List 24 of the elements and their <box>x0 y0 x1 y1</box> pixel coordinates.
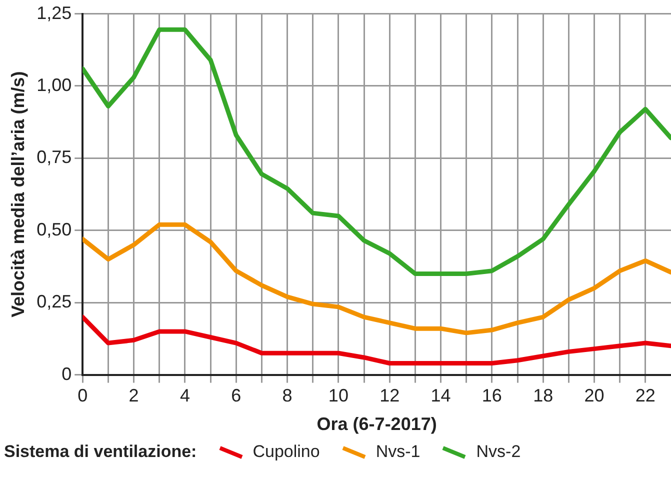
x-tick-label: 4 <box>180 386 190 406</box>
legend-label: Cupolino <box>252 442 320 462</box>
x-tick-label: 12 <box>380 386 400 406</box>
y-tick-label: 1,25 <box>36 2 72 23</box>
y-tick-label: 0 <box>62 364 72 384</box>
y-tick-label: 0,75 <box>36 147 72 168</box>
x-axis-title: Ora (6-7-2017) <box>316 414 437 434</box>
y-axis-title: Velocità media dell’aria (m/s) <box>8 71 28 318</box>
x-tick-label: 10 <box>328 386 348 406</box>
x-tick-label: 18 <box>533 386 554 406</box>
y-tick-label: 1,00 <box>36 74 72 95</box>
y-tick-label: 0,25 <box>36 292 72 312</box>
x-tick-label: 20 <box>584 386 604 406</box>
x-tick-label: 14 <box>430 386 451 406</box>
x-tick-label: 2 <box>128 386 139 406</box>
x-tick-label: 0 <box>78 386 88 406</box>
x-tick-label: 6 <box>231 386 242 406</box>
legend-label: Nvs-1 <box>376 442 420 462</box>
y-tick-label: 0,50 <box>36 219 72 240</box>
legend-label: Nvs-2 <box>476 442 521 462</box>
x-tick-label: 8 <box>282 386 292 406</box>
x-tick-label: 22 <box>635 386 656 406</box>
legend-title: Sistema di ventilazione: <box>4 442 197 462</box>
x-tick-label: 16 <box>482 386 502 406</box>
